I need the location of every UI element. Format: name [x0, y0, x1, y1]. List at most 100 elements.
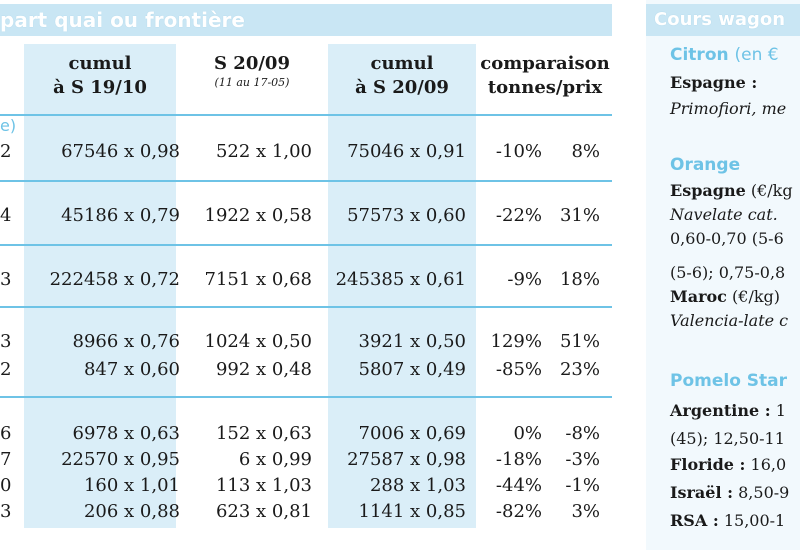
header-cumul-2-line1: cumul: [370, 53, 434, 74]
tonnes-change-cell: 129%: [490, 331, 542, 352]
pomelo-country: RSA :: [670, 511, 719, 530]
divider: [0, 114, 612, 116]
edge-cell: 3: [0, 269, 12, 290]
pomelo-price: 1: [770, 401, 786, 420]
panel-title: Cours wagon: [654, 9, 786, 30]
header-week-line1: S 20/09: [214, 53, 290, 74]
edge-cell: 7: [0, 449, 12, 470]
pomelo-line: RSA : 15,00-1: [670, 510, 785, 532]
week-cell: 1024 x 0,50: [204, 331, 312, 352]
tonnes-change-cell: -85%: [495, 359, 542, 380]
row-group-label: e): [0, 116, 17, 135]
header-week: S 20/09 (11 au 17-05): [182, 52, 322, 90]
orange-line: 0,60-0,70 (5-6: [670, 229, 784, 248]
week-cell: 623 x 0,81: [215, 501, 312, 522]
citron-name: Citron: [670, 45, 729, 65]
pomelo-price: 15,00-1: [718, 511, 786, 530]
week-cell: 522 x 1,00: [215, 141, 312, 162]
pomelo-price: 16,0: [745, 455, 787, 474]
edge-cell: 3: [0, 331, 12, 352]
table-row: 0 160 x 1,01 113 x 1,03 288 x 1,03 -44% …: [0, 474, 612, 498]
header-comparison: comparaison tonnes/prix: [480, 52, 610, 100]
pomelo-country: Floride :: [670, 455, 746, 474]
week-cell: 6 x 0,99: [238, 449, 312, 470]
orange-line: Navelate cat.: [670, 205, 778, 224]
table-row: 3 222458 x 0,72 7151 x 0,68 245385 x 0,6…: [0, 268, 612, 292]
header-cumul-1-line1: cumul: [68, 53, 132, 74]
pomelo-country: Argentine :: [670, 401, 771, 420]
cumul-cur-cell: 245385 x 0,61: [335, 269, 466, 290]
price-change-cell: 18%: [559, 269, 600, 290]
divider: [0, 396, 612, 398]
header-cumul-1-line2: à S 19/10: [53, 77, 147, 98]
tonnes-change-cell: -82%: [495, 501, 542, 522]
orange-country-line: Espagne (€/kg: [670, 180, 793, 202]
citron-country: Espagne :: [670, 73, 758, 92]
price-change-cell: -3%: [565, 449, 600, 470]
citron-heading: Citron (en €: [670, 44, 779, 66]
week-cell: 113 x 1,03: [215, 475, 312, 496]
orange-country2: Maroc: [670, 287, 727, 306]
divider: [0, 306, 612, 308]
tonnes-change-cell: 0%: [513, 423, 542, 444]
cumul-cur-cell: 75046 x 0,91: [347, 141, 466, 162]
cumul-prev-cell: 8966 x 0,76: [72, 331, 180, 352]
header-cumul-2: cumul à S 20/09: [328, 52, 476, 100]
price-table-panel: part quai ou frontière cumul à S 19/10 S…: [0, 4, 612, 528]
orange-unit: (€/kg: [750, 181, 793, 200]
week-cell: 992 x 0,48: [215, 359, 312, 380]
pomelo-price: 8,50-9: [733, 483, 790, 502]
orange-country: Espagne: [670, 181, 746, 200]
table-row: 2 847 x 0,60 992 x 0,48 5807 x 0,49 -85%…: [0, 358, 612, 382]
pomelo-line: Argentine : 1: [670, 400, 786, 422]
citron-unit: (en €: [734, 45, 779, 65]
tonnes-change-cell: -18%: [495, 449, 542, 470]
column-shade-cumul-2: [328, 44, 476, 528]
week-cell: 7151 x 0,68: [204, 269, 312, 290]
cumul-prev-cell: 222458 x 0,72: [49, 269, 180, 290]
cumul-prev-cell: 847 x 0,60: [83, 359, 180, 380]
edge-cell: 6: [0, 423, 12, 444]
header-comparison-line1: comparaison: [480, 53, 610, 74]
cumul-cur-cell: 27587 x 0,98: [347, 449, 466, 470]
column-shade-cumul-1: [24, 44, 176, 528]
divider: [0, 244, 612, 246]
edge-cell: 2: [0, 141, 12, 162]
price-change-cell: 51%: [559, 331, 600, 352]
week-cell: 1922 x 0,58: [204, 205, 312, 226]
table-row: 3 8966 x 0,76 1024 x 0,50 3921 x 0,50 12…: [0, 330, 612, 354]
table-title-bar: part quai ou frontière: [0, 4, 612, 36]
cumul-prev-cell: 160 x 1,01: [83, 475, 180, 496]
cumul-prev-cell: 206 x 0,88: [83, 501, 180, 522]
pomelo-line: Israël : 8,50-9: [670, 482, 789, 504]
pomelo-heading: Pomelo Star: [670, 371, 788, 391]
table-row: 2 67546 x 0,98 522 x 1,00 75046 x 0,91 -…: [0, 140, 612, 164]
table-row: 4 45186 x 0,79 1922 x 0,58 57573 x 0,60 …: [0, 204, 612, 228]
price-change-cell: -8%: [565, 423, 600, 444]
week-cell: 152 x 0,63: [215, 423, 312, 444]
tonnes-change-cell: -44%: [495, 475, 542, 496]
cumul-prev-cell: 45186 x 0,79: [61, 205, 180, 226]
tonnes-change-cell: -9%: [507, 269, 542, 290]
divider: [0, 180, 612, 182]
price-change-cell: 8%: [571, 141, 600, 162]
edge-cell: 0: [0, 475, 12, 496]
cumul-cur-cell: 3921 x 0,50: [358, 331, 466, 352]
cumul-prev-cell: 67546 x 0,98: [61, 141, 180, 162]
tonnes-change-cell: -22%: [495, 205, 542, 226]
pomelo-line: (45); 12,50-11: [670, 429, 785, 448]
cumul-cur-cell: 7006 x 0,69: [358, 423, 466, 444]
pomelo-line: Floride : 16,0: [670, 454, 786, 476]
orange-line: Valencia-late c: [670, 311, 789, 330]
cumul-cur-cell: 5807 x 0,49: [358, 359, 466, 380]
orange-heading: Orange: [670, 155, 741, 175]
edge-cell: 4: [0, 205, 12, 226]
header-week-dates: (11 au 17-05): [214, 76, 290, 89]
table-row: 7 22570 x 0,95 6 x 0,99 27587 x 0,98 -18…: [0, 448, 612, 472]
cumul-prev-cell: 22570 x 0,95: [61, 449, 180, 470]
table-row: 3 206 x 0,88 623 x 0,81 1141 x 0,85 -82%…: [0, 500, 612, 524]
table-title: part quai ou frontière: [0, 8, 245, 32]
price-change-cell: 23%: [559, 359, 600, 380]
edge-cell: 2: [0, 359, 12, 380]
header-comparison-line2: tonnes/prix: [487, 77, 603, 98]
